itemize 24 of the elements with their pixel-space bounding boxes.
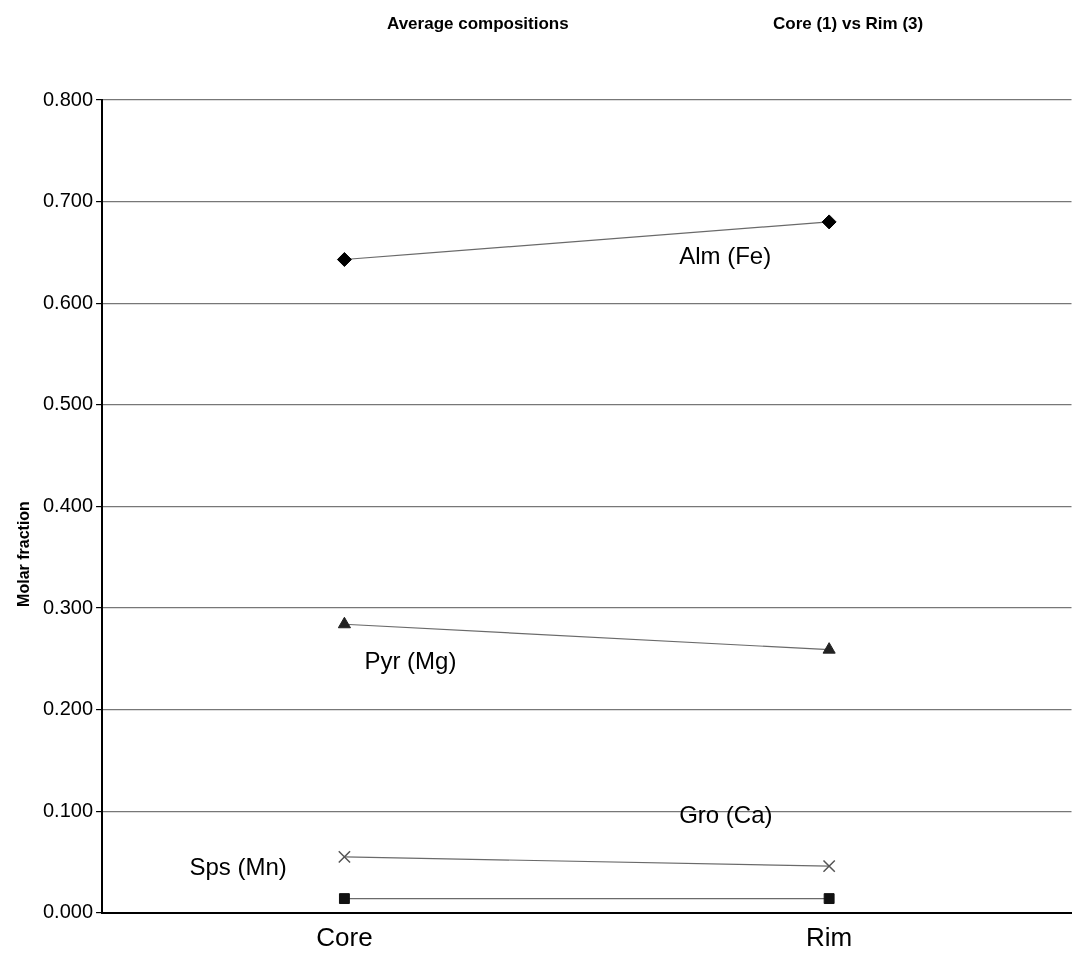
chart-title: Average compositions [387, 14, 569, 34]
y-tick-label: 0.400 [42, 493, 94, 516]
point [338, 893, 350, 905]
series-label: Alm (Fe) [679, 241, 772, 269]
y-tick-label: 0.500 [42, 392, 94, 415]
text: Sps (Mn) [189, 853, 287, 881]
y-axis-title: Molar fraction [15, 501, 33, 607]
y-tick-label: 0.000 [42, 900, 94, 923]
point [823, 893, 835, 905]
series-label: Pyr (Mg) [364, 646, 457, 674]
series-label: Gro (Ca) [679, 800, 773, 828]
point [822, 859, 836, 873]
y-tick-label: 0.200 [42, 697, 94, 720]
point [821, 214, 837, 230]
point [336, 252, 352, 268]
x-tick-label: Rim [806, 921, 853, 952]
chart-subtitle: Core (1) vs Rim (3) [773, 14, 924, 34]
y-tick-label: 0.700 [42, 189, 94, 212]
y-tick-label: 0.100 [42, 798, 94, 821]
y-tick-label: 0.600 [42, 290, 94, 313]
x-tick-label: Core [316, 921, 373, 952]
point [338, 850, 351, 864]
y-tick-label: 0.300 [42, 595, 94, 618]
y-tick-label: 0.800 [42, 87, 94, 110]
